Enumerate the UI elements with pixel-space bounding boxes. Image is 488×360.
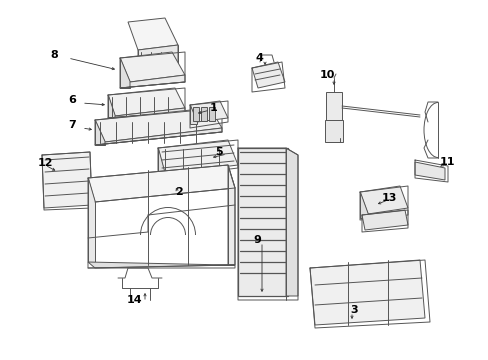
Bar (238, 148, 287, 296)
Bar (201, 107, 206, 121)
Circle shape (371, 274, 403, 306)
Polygon shape (138, 45, 178, 72)
Text: 4: 4 (254, 53, 263, 63)
Polygon shape (95, 108, 222, 142)
Polygon shape (251, 62, 285, 88)
Polygon shape (108, 108, 184, 118)
Polygon shape (128, 18, 178, 50)
Polygon shape (190, 101, 227, 122)
Polygon shape (361, 210, 407, 230)
Text: 6: 6 (68, 95, 76, 105)
Bar (193, 107, 199, 121)
Bar (325, 120, 342, 142)
Polygon shape (158, 140, 238, 174)
Polygon shape (120, 52, 184, 82)
Circle shape (330, 278, 358, 306)
Polygon shape (108, 95, 115, 118)
Text: 1: 1 (209, 103, 217, 113)
Text: 12: 12 (38, 158, 53, 168)
Circle shape (390, 194, 398, 202)
Text: 11: 11 (439, 157, 454, 167)
Polygon shape (227, 165, 235, 265)
Polygon shape (108, 88, 184, 116)
Text: 10: 10 (319, 70, 335, 80)
Polygon shape (158, 148, 164, 176)
Text: 14: 14 (127, 295, 142, 305)
Text: 8: 8 (50, 50, 58, 60)
Polygon shape (88, 262, 235, 268)
Polygon shape (285, 148, 297, 296)
Polygon shape (190, 105, 197, 124)
Bar (325, 92, 341, 120)
Text: 5: 5 (215, 147, 222, 157)
Polygon shape (359, 186, 407, 214)
Circle shape (381, 284, 393, 296)
Text: 3: 3 (349, 305, 357, 315)
Polygon shape (95, 128, 222, 145)
Polygon shape (42, 152, 92, 208)
Polygon shape (309, 260, 424, 325)
Polygon shape (120, 75, 184, 88)
Text: 9: 9 (252, 235, 260, 245)
Text: 7: 7 (68, 120, 76, 130)
Polygon shape (88, 165, 235, 202)
Text: 2: 2 (175, 187, 183, 197)
Text: 13: 13 (381, 193, 397, 203)
Circle shape (365, 196, 373, 204)
Polygon shape (88, 178, 95, 262)
Polygon shape (95, 120, 105, 145)
Bar (208, 107, 215, 121)
Polygon shape (359, 192, 367, 218)
Polygon shape (414, 162, 444, 180)
Polygon shape (120, 58, 130, 88)
Circle shape (339, 287, 349, 297)
